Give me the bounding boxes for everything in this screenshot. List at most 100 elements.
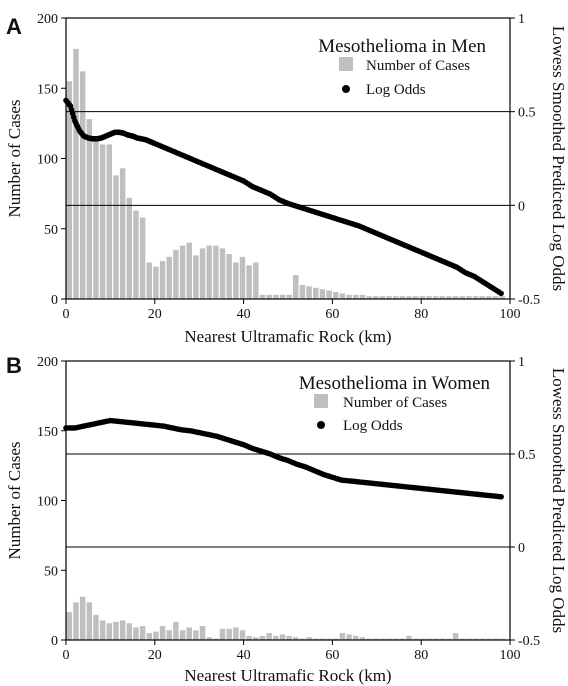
bar — [359, 294, 366, 299]
bar — [466, 638, 472, 640]
bar — [479, 296, 485, 299]
legend-point-label: Log Odds — [343, 418, 403, 434]
bar — [246, 635, 252, 640]
x-tick-label: 40 — [237, 307, 251, 322]
y2-axis-title: Lowess Smoothed Predicted Log Odds — [549, 368, 568, 633]
bar — [273, 294, 279, 299]
y-tick-label: 50 — [44, 564, 58, 579]
bar — [246, 265, 252, 299]
bar — [133, 210, 139, 299]
bar — [446, 296, 452, 299]
bar — [73, 48, 79, 299]
bar — [333, 638, 339, 640]
bar — [193, 630, 199, 640]
bar — [159, 261, 166, 299]
bar — [166, 256, 172, 299]
bar — [99, 620, 106, 640]
bar — [379, 638, 386, 640]
bar — [426, 638, 432, 640]
bar — [299, 638, 306, 640]
y-tick-label: 0 — [51, 634, 58, 649]
legend-bar-label: Number of Cases — [343, 395, 447, 411]
bar — [126, 197, 132, 299]
y2-tick-label: -0.5 — [518, 293, 540, 308]
bar — [499, 638, 505, 640]
panel-letter: A — [6, 14, 22, 39]
bar-series — [66, 48, 505, 299]
bar — [113, 175, 119, 299]
bar — [273, 635, 279, 640]
bar — [173, 621, 179, 640]
bar — [226, 254, 232, 299]
bar — [293, 275, 299, 299]
x-axis-title: Nearest Ultramafic Rock (km) — [184, 666, 391, 685]
y2-tick-label: -0.5 — [518, 634, 540, 649]
legend-point-marker — [342, 85, 350, 93]
bar — [79, 596, 86, 640]
bar — [119, 620, 126, 640]
bar — [139, 217, 146, 299]
bar — [406, 635, 412, 640]
bar — [146, 262, 152, 299]
bar — [253, 262, 259, 299]
bar — [239, 256, 246, 299]
legend-bar-label: Number of Cases — [366, 58, 470, 74]
bar — [279, 294, 286, 299]
bar — [73, 602, 79, 640]
bar — [386, 296, 392, 299]
bar — [86, 602, 93, 640]
bar — [392, 296, 399, 299]
x-tick-label: 100 — [500, 307, 521, 322]
bar — [286, 294, 292, 299]
bar — [179, 245, 186, 299]
bar — [133, 627, 139, 640]
y-axis-title: Number of Cases — [5, 99, 24, 217]
y2-tick-label: 0.5 — [518, 106, 536, 121]
bar — [186, 242, 192, 299]
y2-tick-label: 0 — [518, 541, 525, 556]
chart-panel-a: 0 50 100 150 200 -0.5 0 0.5 1 0 20 40 60 80 100 Nearest… — [5, 12, 568, 346]
x-tick-label: 60 — [325, 307, 339, 322]
bar — [472, 638, 479, 640]
bar — [306, 286, 312, 299]
y2-tick-label: 1 — [518, 12, 525, 27]
bar — [346, 294, 352, 299]
bar — [253, 637, 259, 640]
bar — [213, 245, 219, 299]
legend-bar-swatch — [314, 394, 328, 408]
bar — [326, 290, 332, 299]
bar — [313, 638, 319, 640]
x-tick-label: 0 — [63, 307, 70, 322]
legend-point-marker — [317, 421, 325, 429]
bar — [479, 638, 485, 640]
x-tick-label: 80 — [414, 307, 428, 322]
chart-panel-b: 0 50 100 150 200 -0.5 0 0.5 1 0 20 40 60 80 100 Nearest… — [5, 353, 568, 685]
bar — [313, 287, 319, 299]
bar — [452, 296, 459, 299]
bar — [352, 635, 359, 640]
bar — [179, 630, 186, 640]
y-tick-label: 200 — [37, 12, 58, 27]
y-tick-label: 100 — [37, 495, 58, 510]
bar — [213, 638, 219, 640]
bar — [319, 638, 326, 640]
legend-point-label: Log Odds — [366, 82, 426, 98]
bar — [239, 630, 246, 640]
y-tick-label: 50 — [44, 223, 58, 238]
bar — [173, 249, 179, 299]
bar — [259, 294, 266, 299]
bar — [106, 623, 113, 640]
bar — [326, 638, 332, 640]
bar — [379, 296, 386, 299]
bar — [93, 137, 99, 299]
bar — [93, 614, 99, 640]
bar — [66, 81, 73, 299]
bar — [399, 638, 406, 640]
bar — [266, 294, 272, 299]
bar — [153, 266, 159, 299]
bar — [286, 635, 292, 640]
bar — [146, 633, 152, 640]
y-axis-title: Number of Cases — [5, 441, 24, 559]
bar — [372, 638, 379, 640]
bar — [333, 291, 339, 299]
